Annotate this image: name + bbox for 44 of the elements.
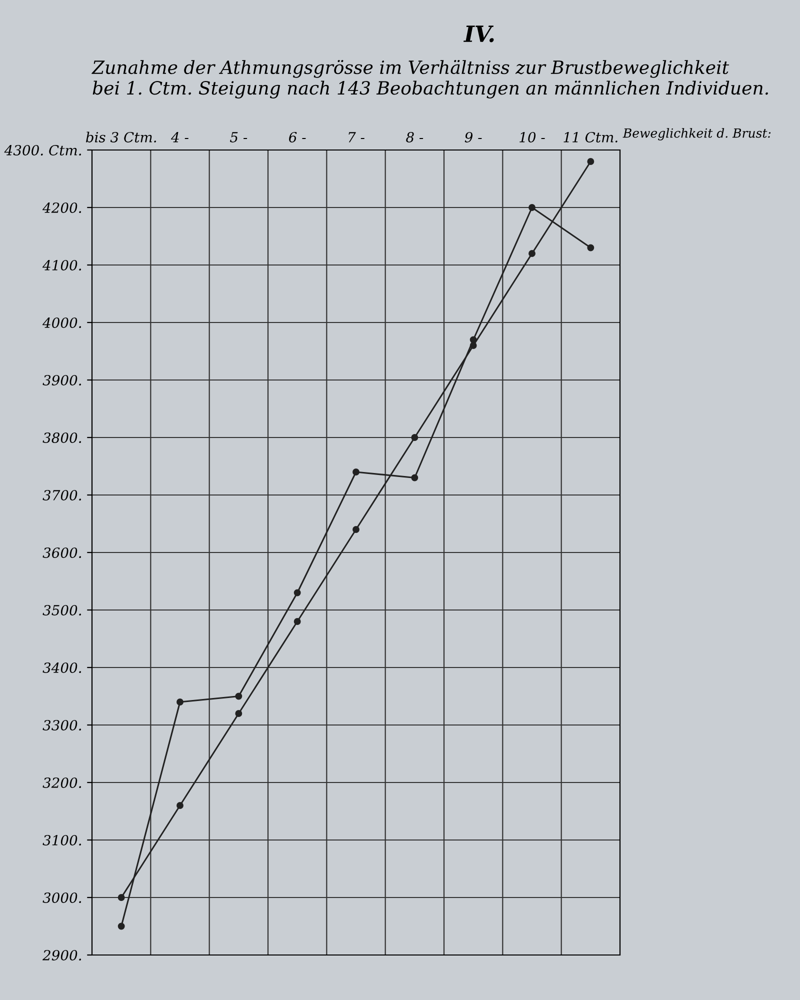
y-tick-label: 3700.	[42, 490, 81, 500]
y-tick-label: 3100.	[42, 834, 81, 846]
point	[235, 710, 242, 717]
y-tick-label: 3500.	[42, 604, 81, 616]
text: IV.	[463, 26, 494, 42]
point	[176, 698, 184, 706]
y-tick-label: 3900.	[42, 374, 81, 386]
y-tick-label: 4200.	[42, 202, 81, 213]
point	[118, 894, 125, 901]
y-tick-label: 3800.	[42, 432, 81, 443]
point	[176, 802, 184, 809]
y-tick-label: 3600.	[42, 547, 81, 558]
y-tick-label: 4100.	[42, 260, 81, 270]
point	[587, 158, 594, 165]
point	[470, 342, 477, 349]
point	[528, 250, 536, 257]
y-tick-label: 4000.	[42, 317, 81, 328]
point	[352, 468, 360, 476]
chart-title: Zunahme der Athmungsgrösse im Verhältniss zur Brustbeweglichkeit bei 1. Ctm. Steigung nach 143 Beobachtungen an männlichen Individuen.	[92, 60, 768, 98]
point	[411, 474, 418, 482]
y-tick-label: 3200.	[42, 777, 81, 788]
point	[528, 204, 536, 211]
x-tick-label: 5 -	[230, 132, 248, 142]
point	[411, 434, 418, 441]
x-axis-title: Beweglichkeit d. Brust:	[622, 128, 771, 140]
point	[235, 692, 242, 700]
y-tick-label: 3300.	[42, 720, 81, 730]
point	[118, 922, 125, 930]
x-tick-label: 9 -	[464, 132, 482, 142]
y-tick-label: 3000.	[42, 892, 81, 903]
point	[352, 526, 360, 533]
x-tick-label: 8 -	[406, 132, 424, 142]
x-tick-label: 4 -	[170, 132, 188, 142]
y-tick-label: 4300. Ctm.	[4, 144, 81, 156]
y-tick-label: 2900.	[42, 950, 81, 960]
point	[294, 618, 301, 625]
y-tick-label: 3400.	[42, 662, 81, 673]
x-tick-label: bis 3 Ctm.	[86, 132, 156, 142]
x-tick-label: 11 Ctm.	[564, 132, 618, 142]
point	[294, 589, 301, 596]
x-tick-label: 6 -	[289, 132, 306, 142]
point	[587, 244, 594, 252]
x-tick-label: 7 -	[348, 132, 364, 142]
x-tick-label: 10 -	[520, 132, 545, 142]
